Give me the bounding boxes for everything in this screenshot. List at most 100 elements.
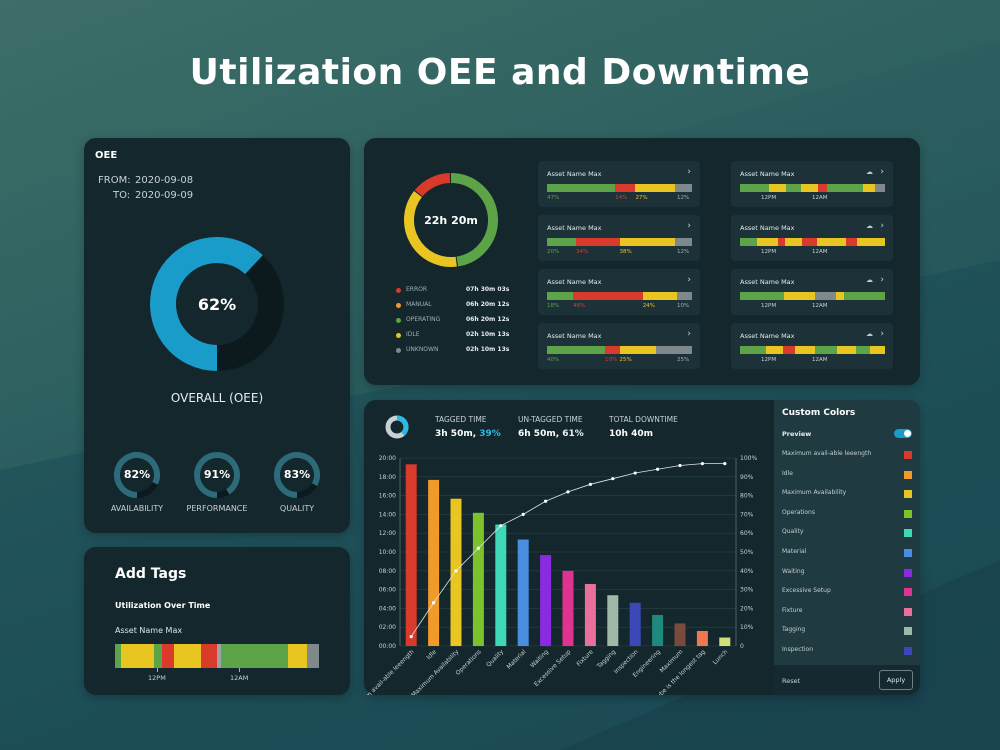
- add-tags-heading[interactable]: Add Tags: [115, 566, 187, 582]
- chevron-right-icon[interactable]: ›: [687, 221, 691, 231]
- quality-gauge: [274, 452, 320, 498]
- color-swatch[interactable]: [904, 490, 912, 499]
- color-swatch[interactable]: [904, 647, 912, 655]
- asset-row[interactable]: Asset Name Max › ☁ 12PM 12AM: [731, 161, 893, 207]
- asset-row[interactable]: Asset Name Max › ☁ 12PM 12AM: [731, 323, 893, 369]
- timeline-segment[interactable]: [288, 644, 307, 668]
- bar[interactable]: [607, 595, 619, 646]
- asset-name: Asset Name Max: [740, 170, 795, 178]
- bar[interactable]: [495, 524, 507, 646]
- cumulative-point: [611, 477, 615, 481]
- asset-row[interactable]: Asset Name Max › 47% 14% 27% 12%: [538, 161, 700, 207]
- bar[interactable]: [472, 512, 484, 646]
- color-swatch[interactable]: [904, 470, 912, 479]
- custom-color-row[interactable]: Excessive Setup: [782, 587, 912, 599]
- color-swatch[interactable]: [904, 568, 912, 577]
- cumulative-point: [588, 482, 592, 486]
- tag-cloud-icon[interactable]: ☁: [866, 222, 873, 230]
- asset-row[interactable]: Asset Name Max › ☁ 12PM 12AM: [731, 215, 893, 261]
- bar[interactable]: [540, 555, 552, 646]
- chevron-right-icon[interactable]: ›: [687, 275, 691, 285]
- timeline-segment[interactable]: [221, 644, 289, 668]
- color-swatch[interactable]: [904, 627, 912, 636]
- color-swatch[interactable]: [904, 549, 912, 557]
- bar[interactable]: [674, 623, 686, 646]
- color-swatch[interactable]: [904, 588, 912, 597]
- preview-toggle[interactable]: [894, 429, 912, 438]
- color-swatch[interactable]: [904, 529, 912, 538]
- y-right-tick-label: 80%: [740, 493, 754, 500]
- performance-value: 91%: [203, 468, 231, 481]
- bar[interactable]: [562, 570, 574, 646]
- bar[interactable]: [719, 637, 731, 646]
- color-swatch[interactable]: [904, 607, 912, 616]
- timeline-segment[interactable]: [161, 644, 175, 668]
- timeline-segment[interactable]: [200, 644, 217, 668]
- custom-color-row[interactable]: Tagging: [782, 626, 912, 638]
- bar[interactable]: [517, 539, 529, 646]
- asset-status-bar[interactable]: [740, 292, 885, 300]
- chevron-right-icon[interactable]: ›: [880, 167, 884, 177]
- color-swatch[interactable]: [904, 509, 912, 518]
- tag-cloud-icon[interactable]: ☁: [866, 276, 873, 284]
- chevron-right-icon[interactable]: ›: [880, 329, 884, 339]
- timeline-segment[interactable]: [174, 644, 201, 668]
- reset-button[interactable]: Reset: [782, 677, 801, 685]
- segment-percent: 27%: [635, 195, 648, 201]
- bar[interactable]: [652, 614, 664, 646]
- asset-status-bar[interactable]: [547, 292, 692, 300]
- bar[interactable]: [629, 602, 641, 646]
- asset-status-bar[interactable]: [740, 184, 885, 192]
- custom-color-row[interactable]: Waiting: [782, 568, 912, 580]
- asset-status-bar[interactable]: [547, 184, 692, 192]
- status-segment: [740, 346, 767, 354]
- asset-status-bar[interactable]: [547, 346, 692, 354]
- chevron-right-icon[interactable]: ›: [880, 221, 884, 231]
- stat-percent: 61%: [562, 429, 584, 439]
- custom-color-row[interactable]: Material: [782, 548, 912, 560]
- cumulative-point: [723, 462, 727, 466]
- asset-status-bar[interactable]: [547, 238, 692, 246]
- timeline-segment[interactable]: [306, 644, 319, 668]
- timeline-segment[interactable]: [153, 644, 162, 668]
- custom-color-row[interactable]: Inspection: [782, 646, 912, 658]
- status-segment: [816, 238, 846, 246]
- custom-color-row[interactable]: Idle: [782, 470, 912, 482]
- utilization-timeline-bar[interactable]: [115, 644, 319, 668]
- bar[interactable]: [696, 630, 708, 646]
- apply-button[interactable]: Apply: [879, 670, 913, 690]
- asset-row[interactable]: Asset Name Max › 18% 48% 24% 10%: [538, 269, 700, 315]
- timeline-segment[interactable]: [216, 644, 222, 668]
- chevron-right-icon[interactable]: ›: [687, 167, 691, 177]
- asset-row[interactable]: Asset Name Max › ☁ 12PM 12AM: [731, 269, 893, 315]
- segment-percent: 48%: [573, 303, 586, 309]
- status-segment: [766, 346, 784, 354]
- chevron-right-icon[interactable]: ›: [687, 329, 691, 339]
- chevron-right-icon[interactable]: ›: [880, 275, 884, 285]
- asset-status-bar[interactable]: [740, 238, 885, 246]
- downtime-donut-segment: [404, 190, 457, 267]
- color-swatch[interactable]: [904, 451, 912, 459]
- asset-status-bar[interactable]: [740, 346, 885, 354]
- custom-color-row[interactable]: Maximum Availability: [782, 489, 912, 501]
- custom-color-row[interactable]: Maximum avail-able leeength: [782, 450, 912, 462]
- y-left-tick-label: 18:00: [379, 474, 396, 481]
- asset-row[interactable]: Asset Name Max › 20% 34% 38% 12%: [538, 215, 700, 261]
- timeline-segment[interactable]: [115, 644, 122, 668]
- bar[interactable]: [584, 583, 596, 646]
- bar[interactable]: [405, 464, 417, 646]
- asset-name: Asset Name Max: [547, 170, 602, 178]
- x-tick-label: Maximum avail-able leeength: [364, 648, 416, 695]
- tag-cloud-icon[interactable]: ☁: [866, 168, 873, 176]
- custom-color-row[interactable]: Quality: [782, 528, 912, 540]
- tag-cloud-icon[interactable]: ☁: [866, 330, 873, 338]
- timeline-segment[interactable]: [121, 644, 154, 668]
- page-title: Utilization OEE and Downtime: [189, 52, 811, 93]
- cumulative-point: [678, 463, 682, 468]
- custom-color-row[interactable]: Operations: [782, 509, 912, 521]
- asset-row[interactable]: Asset Name Max › 40% 10% 25% 25%: [538, 323, 700, 369]
- status-segment: [802, 238, 817, 246]
- custom-color-row[interactable]: Fixture: [782, 607, 912, 619]
- asset-name: Asset Name Max: [740, 278, 795, 286]
- bar[interactable]: [428, 479, 440, 646]
